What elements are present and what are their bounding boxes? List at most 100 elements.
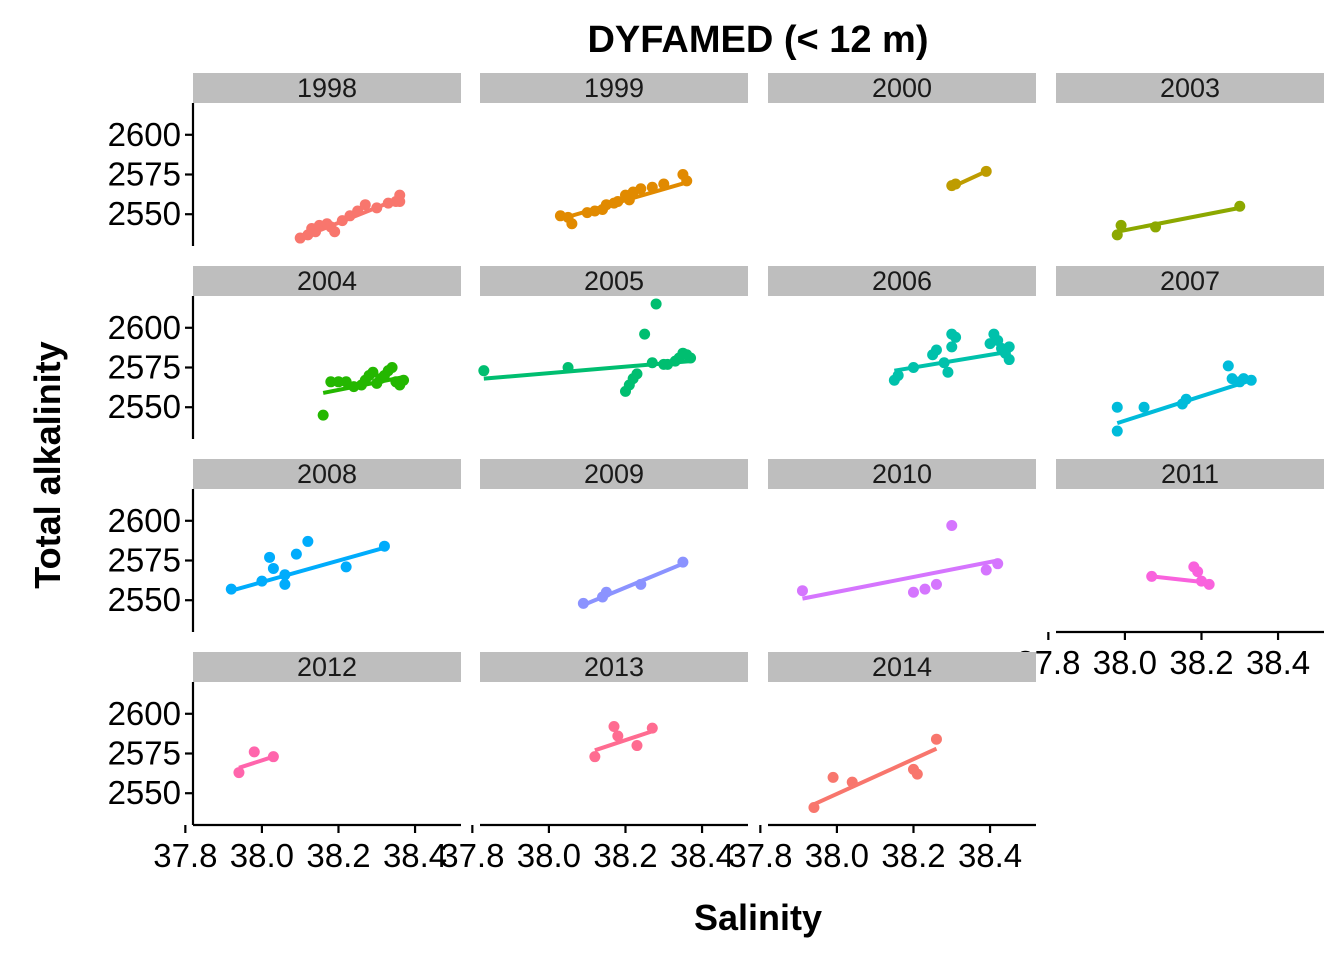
data-point — [1146, 570, 1158, 582]
data-point — [332, 376, 344, 388]
panel-strip — [480, 266, 748, 296]
data-point — [608, 720, 620, 732]
panel-strip-label: 2009 — [584, 459, 644, 489]
panel-strip — [768, 266, 1036, 296]
data-point — [919, 583, 931, 595]
panel-strip-label: 2014 — [872, 652, 932, 682]
data-point — [646, 357, 658, 369]
data-point — [950, 331, 962, 343]
data-point — [623, 194, 635, 206]
panel-2013: 2013 37.8 38.0 38.2 38.4 — [440, 652, 748, 874]
panel-strip — [768, 652, 1036, 682]
data-point — [225, 583, 237, 595]
data-point — [290, 548, 302, 560]
data-point — [980, 564, 992, 576]
y-tick-label: 2550 — [108, 581, 181, 618]
data-point — [562, 362, 574, 373]
panel-2009: 2009 — [480, 459, 748, 609]
fit-line — [230, 545, 385, 593]
data-point — [1192, 566, 1204, 578]
data-point — [279, 569, 291, 581]
data-point — [478, 365, 490, 377]
panel-2000: 2000 — [768, 73, 1036, 192]
panel-strip — [480, 652, 748, 682]
y-tick-label: 2575 — [108, 349, 181, 386]
data-point — [658, 178, 670, 190]
panel-strip-label: 2006 — [872, 266, 932, 296]
panel-strip — [768, 73, 1036, 103]
panel-strip-label: 2008 — [297, 459, 357, 489]
data-point — [1111, 425, 1123, 437]
data-point — [892, 369, 904, 381]
x-tick-label: 38.4 — [383, 837, 447, 874]
y-tick-label: 2550 — [108, 388, 181, 425]
data-point — [317, 409, 329, 421]
data-point — [1111, 401, 1123, 413]
panel-strip — [193, 459, 461, 489]
panel-strip-label: 2003 — [1160, 73, 1220, 103]
data-point — [1150, 221, 1162, 233]
x-axis-title: Salinity — [694, 897, 822, 938]
x-tick-label: 38.2 — [1169, 644, 1233, 681]
data-point — [398, 374, 410, 386]
y-tick-label: 2575 — [108, 542, 181, 579]
data-point — [1234, 200, 1246, 212]
data-point — [685, 352, 697, 364]
data-point — [566, 218, 578, 230]
data-point — [340, 561, 352, 573]
data-point — [394, 196, 406, 208]
fit-line — [238, 754, 275, 770]
panel-2003: 2003 — [1056, 73, 1324, 241]
panel-strip-label: 2011 — [1161, 459, 1219, 489]
data-point — [1203, 578, 1215, 590]
data-point — [589, 751, 601, 763]
data-point — [329, 226, 341, 238]
data-point — [267, 562, 279, 574]
panel-2007: 2007 — [1056, 266, 1324, 437]
x-tick-label: 38.0 — [517, 837, 581, 874]
data-point — [992, 558, 1004, 570]
chart-title: DYFAMED (< 12 m) — [587, 19, 928, 61]
data-point — [639, 328, 651, 340]
data-point — [264, 551, 276, 563]
data-point — [279, 578, 291, 590]
panel-strip — [1056, 459, 1324, 489]
data-point — [635, 578, 647, 590]
data-point — [577, 597, 589, 609]
data-point — [1115, 219, 1127, 231]
data-point — [930, 344, 942, 356]
y-tick-label: 2575 — [108, 735, 181, 772]
data-point — [911, 768, 923, 780]
panel-strip-label: 2005 — [584, 266, 644, 296]
data-point — [256, 575, 268, 587]
y-tick-label: 2600 — [108, 502, 181, 539]
data-point — [359, 199, 371, 211]
x-tick-label: 37.8 — [153, 837, 217, 874]
data-point — [980, 165, 992, 177]
data-point — [631, 368, 643, 380]
data-point — [1222, 360, 1234, 372]
x-tick-label: 38.4 — [670, 837, 734, 874]
data-point — [1180, 393, 1192, 405]
data-point — [808, 802, 820, 814]
data-point — [942, 366, 954, 378]
data-point — [352, 205, 364, 217]
panel-strip — [480, 73, 748, 103]
y-tick-label: 2600 — [108, 695, 181, 732]
data-point — [367, 366, 379, 378]
data-point — [650, 298, 662, 310]
data-point — [827, 771, 839, 783]
data-point — [378, 540, 390, 552]
y-tick-label: 2550 — [108, 195, 181, 232]
data-point — [646, 722, 658, 734]
data-point — [635, 183, 647, 195]
panel-strip-label: 2012 — [297, 652, 357, 682]
data-point — [681, 175, 693, 187]
x-tick-label: 37.8 — [440, 837, 504, 874]
x-tick-label: 38.0 — [805, 837, 869, 874]
data-point — [907, 586, 919, 598]
panel-strip — [1056, 73, 1324, 103]
